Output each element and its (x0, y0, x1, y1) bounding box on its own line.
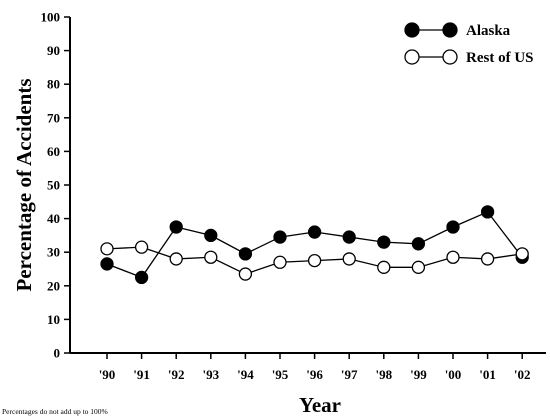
data-point (377, 260, 391, 274)
data-point (342, 252, 356, 266)
x-tick-label: '93 (202, 367, 219, 382)
data-point (342, 230, 356, 244)
series-rest-of-us (100, 240, 529, 281)
y-tick-label: 90 (47, 43, 60, 58)
data-point (377, 235, 391, 249)
data-point (204, 228, 218, 243)
y-axis-title: Percentage of Accidents (12, 78, 36, 291)
data-point (480, 252, 495, 266)
legend-item: Alaska (404, 22, 511, 39)
data-point (480, 205, 495, 219)
data-point (238, 247, 253, 261)
footnote: Percentages do not add up to 100% (2, 407, 108, 416)
data-point (100, 257, 114, 271)
series-alaska (100, 205, 529, 285)
legend-label: Rest of US (466, 50, 534, 66)
y-ticks: 0 10 20 30 40 50 60 70 80 90 100 (41, 10, 70, 361)
series-line (106, 211, 523, 279)
y-tick-label: 80 (47, 77, 60, 92)
legend-marker (442, 49, 458, 65)
y-tick-label: 40 (47, 211, 60, 226)
x-tick-label: '96 (306, 367, 323, 382)
y-tick-label: 70 (47, 110, 60, 125)
y-tick-label: 50 (47, 178, 60, 193)
legend-label: Alaska (466, 23, 511, 39)
data-point (307, 225, 322, 239)
x-tick-label: '92 (168, 367, 185, 382)
data-point (273, 255, 287, 269)
y-tick-label: 10 (47, 312, 60, 327)
data-point (446, 220, 460, 234)
x-tick-label: '91 (133, 367, 150, 382)
data-point (446, 250, 460, 264)
legend-item: Rest of US (404, 49, 534, 66)
y-tick-label: 60 (47, 144, 60, 159)
legend-marker (404, 49, 420, 65)
y-tick-label: 20 (47, 278, 60, 293)
x-tick-label: '02 (514, 367, 531, 382)
data-point (411, 237, 426, 251)
x-axis-title: Year (299, 393, 341, 417)
data-point (273, 230, 287, 244)
y-axis: 0 10 20 30 40 50 60 70 80 90 100 (41, 10, 71, 361)
x-tick-label: '94 (237, 367, 254, 382)
y-tick-label: 30 (47, 245, 60, 260)
x-tick-label: '97 (341, 367, 358, 382)
legend: Alaska Rest of US (404, 22, 534, 66)
y-tick-label: 0 (54, 346, 61, 361)
data-point (204, 250, 218, 264)
data-point (134, 240, 149, 254)
x-tick-label: '95 (272, 367, 289, 382)
data-point (515, 247, 529, 261)
legend-marker (442, 22, 458, 38)
x-ticks: '90 '91 '92 '93 '94 '95 '96 '97 '98 '99 '00 '01 '02 (99, 353, 531, 382)
data-point (100, 242, 114, 256)
data-point (307, 253, 322, 268)
data-point (134, 270, 149, 285)
x-tick-label: '01 (479, 367, 496, 382)
x-tick-label: '00 (445, 367, 462, 382)
data-point (411, 260, 426, 274)
x-axis: '90 '91 '92 '93 '94 '95 '96 '97 '98 '99 '00 '01 '02 (70, 352, 546, 382)
series-layer (100, 205, 529, 285)
data-point (238, 267, 253, 281)
x-tick-label: '90 (99, 367, 116, 382)
data-point (169, 220, 183, 234)
x-tick-label: '99 (410, 367, 427, 382)
x-tick-label: '98 (375, 367, 392, 382)
y-tick-label: 100 (41, 10, 61, 25)
legend-marker (404, 22, 420, 38)
data-point (169, 252, 183, 266)
